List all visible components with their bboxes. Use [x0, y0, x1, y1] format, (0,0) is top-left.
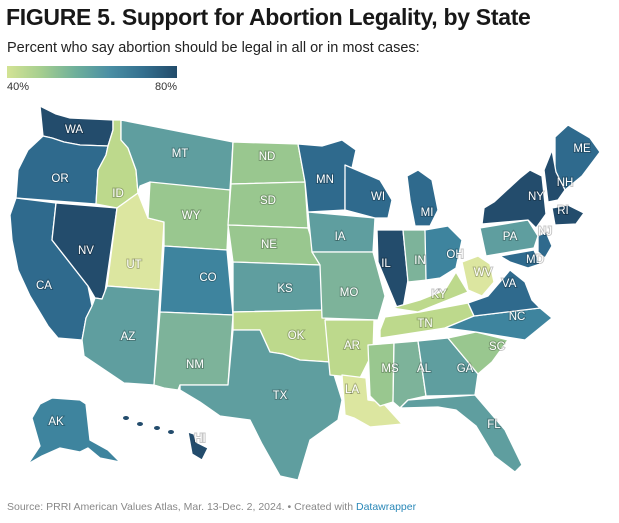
state-label-ny: NY	[528, 191, 544, 203]
state-ri[interactable]	[551, 204, 585, 226]
state-md[interactable]	[499, 249, 541, 269]
state-label-la: LA	[345, 384, 359, 396]
state-co[interactable]	[159, 245, 234, 316]
state-label-ky: KY	[431, 289, 447, 301]
state-label-ut: UT	[126, 259, 141, 271]
state-label-mi: MI	[421, 207, 434, 219]
chart-subtitle: Percent who say abortion should be legal…	[7, 40, 420, 56]
state-label-il: IL	[381, 258, 391, 270]
state-label-mn: MN	[316, 174, 334, 186]
state-label-wa: WA	[65, 124, 83, 136]
state-nh[interactable]	[543, 149, 566, 203]
state-shapes	[9, 105, 601, 481]
state-label-me: ME	[573, 143, 591, 155]
state-label-sd: SD	[260, 195, 276, 207]
state-label-wy: WY	[182, 210, 201, 222]
state-label-oh: OH	[446, 249, 463, 261]
state-oh[interactable]	[424, 225, 463, 281]
state-nm[interactable]	[153, 311, 234, 391]
color-legend: 40% 80%	[7, 66, 177, 96]
state-ny[interactable]	[481, 169, 547, 229]
state-label-nc: NC	[509, 311, 526, 323]
state-label-ga: GA	[457, 363, 474, 375]
legend-max-label: 80%	[154, 81, 177, 93]
state-label-mt: MT	[172, 148, 189, 160]
state-label-al: AL	[417, 363, 432, 375]
state-label-hi: HI	[194, 433, 206, 445]
state-label-md: MD	[526, 254, 544, 266]
state-sc[interactable]	[447, 331, 509, 375]
state-label-pa: PA	[503, 231, 518, 243]
legend-min-label: 40%	[7, 81, 30, 93]
state-ak[interactable]	[27, 397, 121, 465]
state-label-sc: SC	[489, 341, 505, 353]
state-label-nv: NV	[78, 245, 94, 257]
state-label-ak: AK	[48, 416, 64, 428]
state-label-tx: TX	[273, 390, 288, 402]
hawaii-island-2	[137, 422, 143, 426]
state-label-ia: IA	[335, 231, 346, 243]
state-va[interactable]	[467, 269, 541, 317]
state-label-co: CO	[199, 272, 216, 284]
state-label-mo: MO	[340, 287, 359, 299]
state-label-ca: CA	[36, 280, 52, 292]
state-label-nj: NJ	[538, 226, 552, 238]
state-label-az: AZ	[121, 331, 136, 343]
state-nd[interactable]	[230, 141, 306, 185]
state-label-id: ID	[112, 188, 124, 200]
state-wv[interactable]	[461, 255, 495, 297]
state-label-in: IN	[414, 255, 426, 267]
state-la[interactable]	[341, 374, 403, 428]
state-or[interactable]	[15, 135, 109, 205]
state-label-ne: NE	[261, 239, 277, 251]
state-label-nd: ND	[259, 151, 276, 163]
state-ga[interactable]	[417, 337, 479, 397]
state-label-va: VA	[502, 278, 517, 290]
state-label-fl: FL	[487, 419, 501, 431]
state-labels: WA OR CA NV ID UT AZ MT WY CO NM ND SD NE KS OK TX MN IA MO…	[35, 123, 592, 446]
state-ms[interactable]	[367, 342, 395, 407]
state-tx[interactable]	[179, 329, 343, 481]
hawaii-island-3	[154, 426, 160, 430]
state-label-ri: RI	[557, 205, 569, 217]
chart-title: FIGURE 5. Support for Abortion Legality,…	[6, 4, 531, 30]
legend-gradient-bar	[7, 66, 177, 78]
state-label-ok: OK	[288, 330, 305, 342]
state-nj[interactable]	[537, 231, 553, 259]
state-wi[interactable]	[344, 164, 393, 219]
state-hi[interactable]	[187, 431, 209, 461]
state-label-ms: MS	[381, 363, 399, 375]
state-label-or: OR	[51, 173, 68, 185]
hawaii-island-1	[123, 416, 129, 420]
hawaii-island-4	[168, 430, 174, 434]
source-footer: Source: PRRI American Values Atlas, Mar.…	[7, 501, 416, 513]
state-label-tn: TN	[417, 318, 432, 330]
state-fl[interactable]	[399, 394, 523, 473]
state-label-wv: WV	[474, 267, 493, 279]
state-label-nh: NH	[557, 177, 574, 189]
state-mi[interactable]	[406, 169, 439, 227]
state-label-nm: NM	[186, 359, 204, 371]
state-ar[interactable]	[324, 319, 375, 379]
state-label-wi: WI	[371, 191, 385, 203]
state-label-ks: KS	[277, 283, 293, 295]
datawrapper-link[interactable]: Datawrapper	[355, 501, 417, 513]
state-label-ar: AR	[344, 340, 360, 352]
state-mo[interactable]	[311, 251, 386, 321]
source-text: Source: PRRI American Values Atlas, Mar.…	[7, 501, 356, 513]
